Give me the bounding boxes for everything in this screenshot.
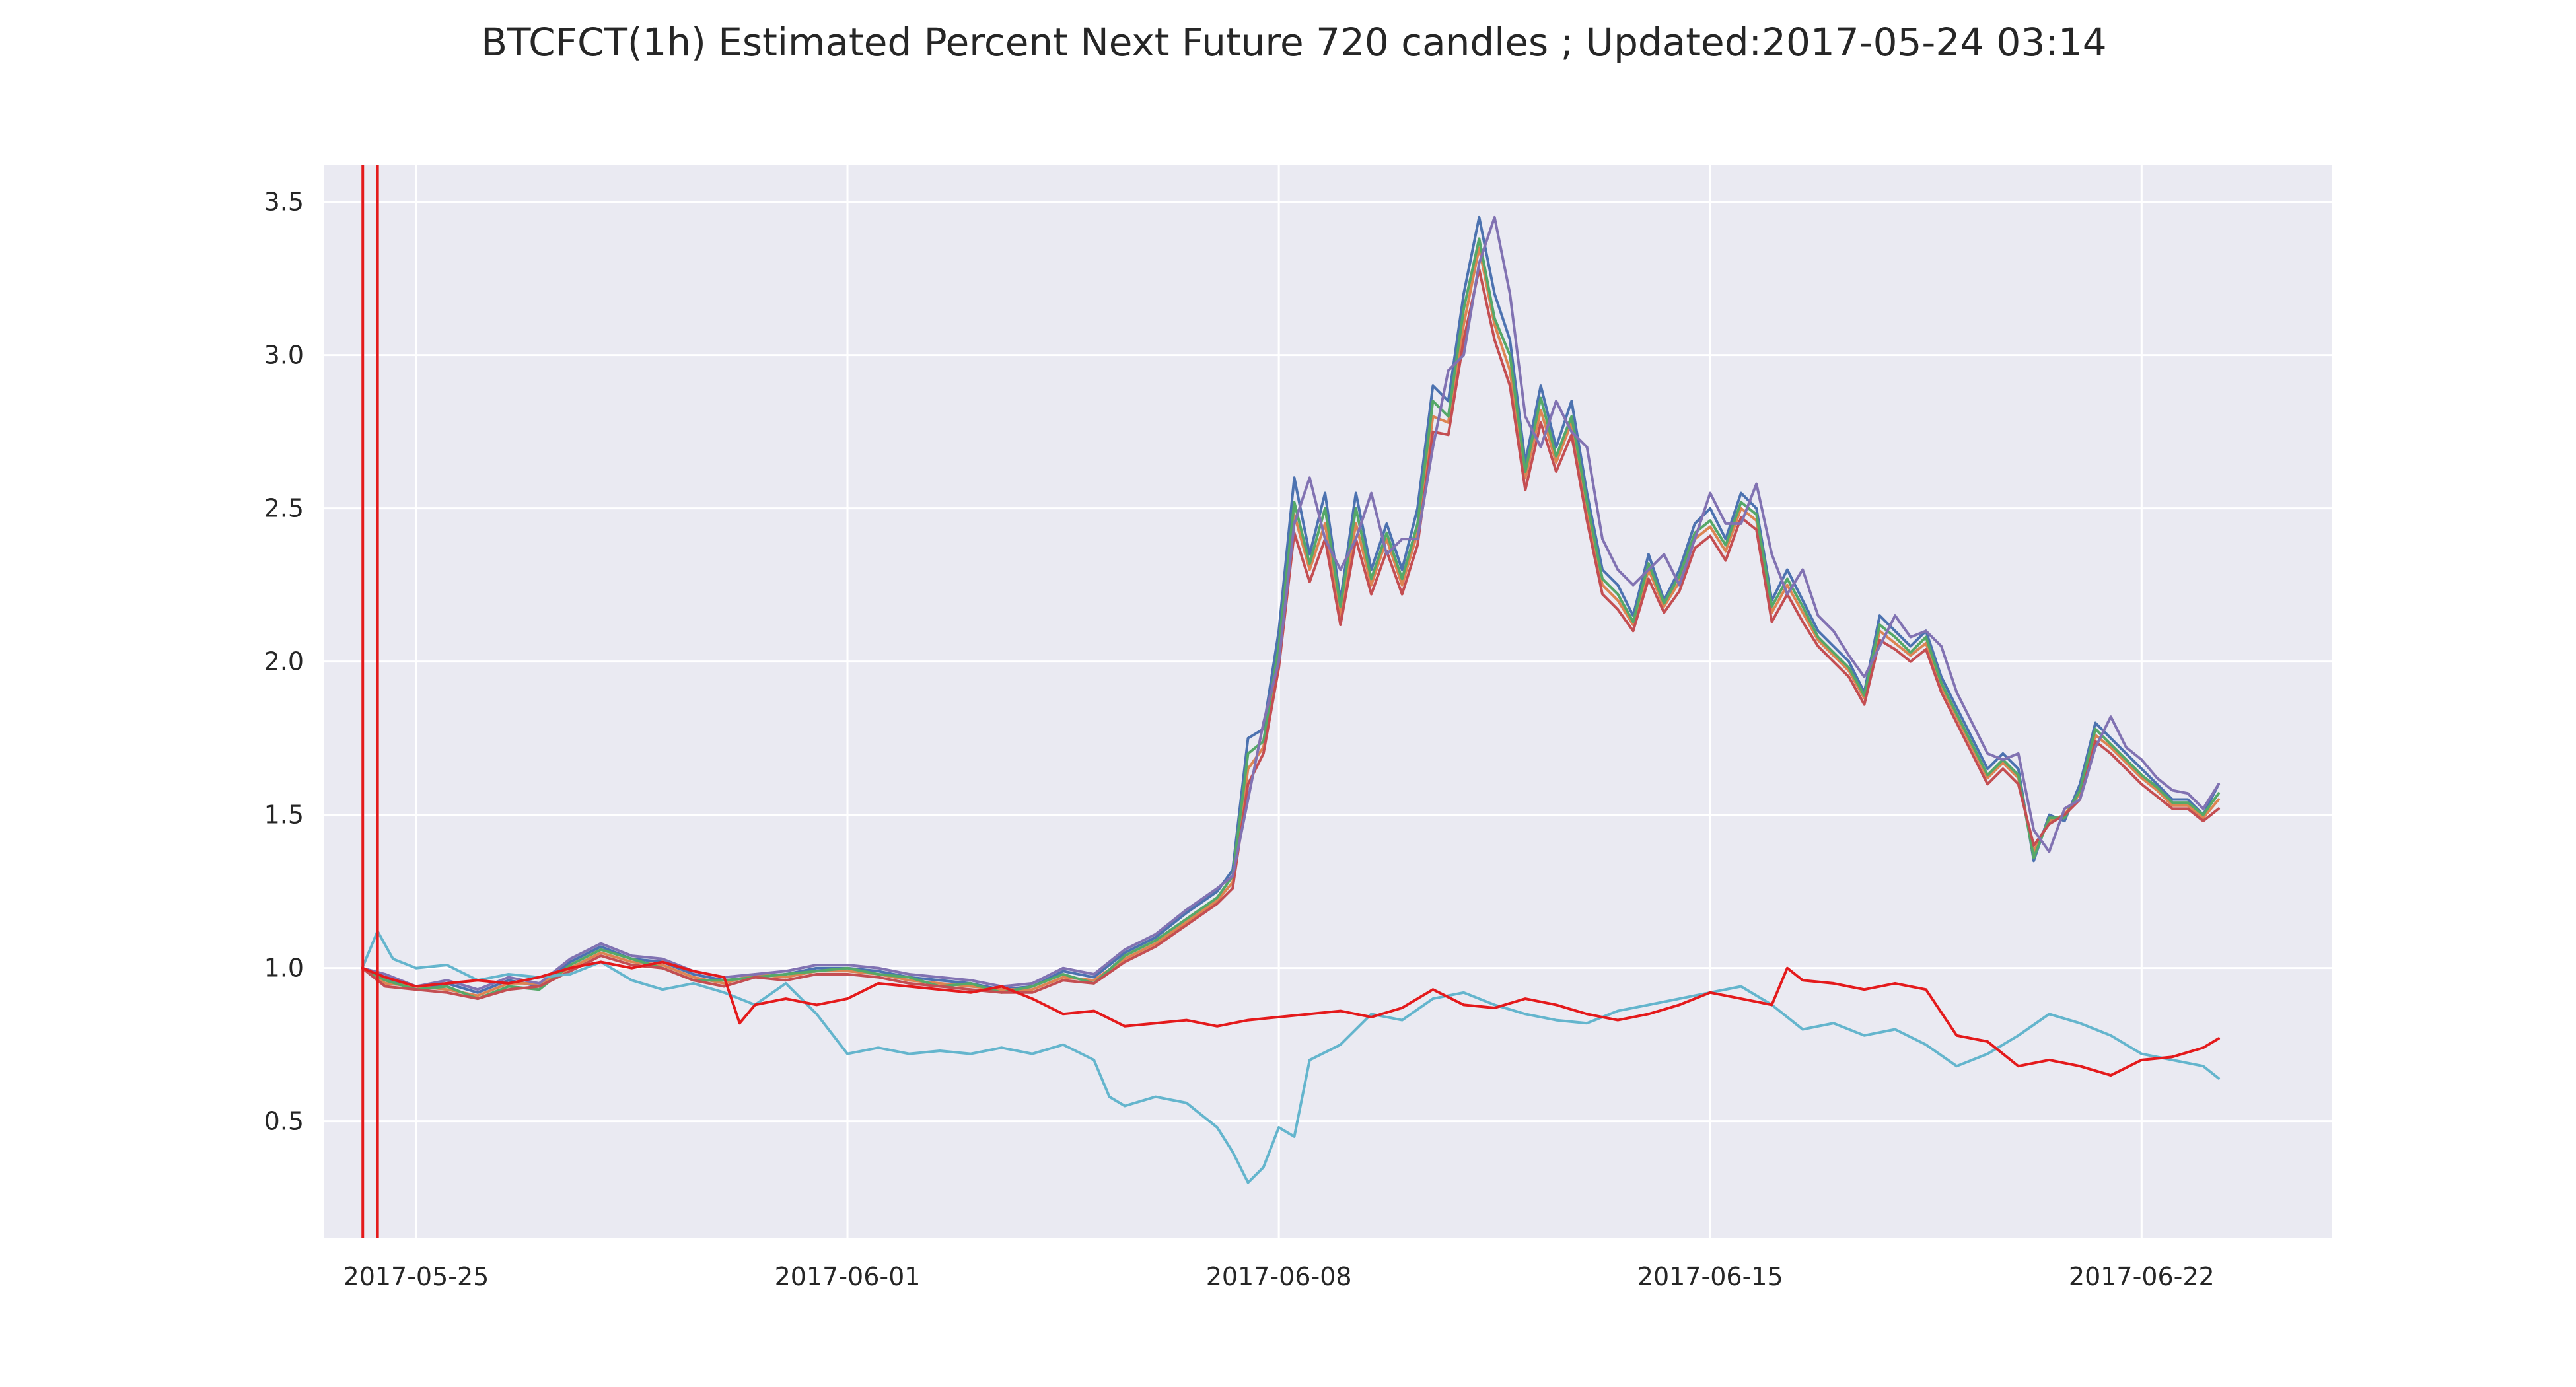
plot-area: [324, 165, 2332, 1238]
series-line-7: [361, 960, 2220, 1077]
y-axis-ticks: 0.5 1.0 1.5 2.0 2.5 3.0 3.5: [264, 188, 304, 1136]
grid-lines: [324, 165, 2332, 1238]
y-tick-label: 2.0: [264, 647, 304, 676]
x-tick-label: 2017-06-22: [2069, 1262, 2215, 1291]
y-tick-label: 3.5: [264, 188, 304, 217]
x-tick-label: 2017-06-01: [775, 1262, 921, 1291]
x-tick-label: 2017-06-15: [1637, 1262, 1783, 1291]
series-line-1: [361, 215, 2220, 994]
x-axis-ticks: 2017-05-25 2017-06-01 2017-06-08 2017-06-15…: [343, 1262, 2215, 1291]
y-tick-label: 2.5: [264, 494, 304, 523]
y-tick-label: 1.0: [264, 954, 304, 983]
x-tick-label: 2017-06-08: [1206, 1262, 1352, 1291]
series-lines: [361, 215, 2220, 1184]
series-line-5: [361, 215, 2220, 991]
vertical-markers: [361, 165, 379, 1238]
series-line-4: [361, 267, 2220, 1001]
y-tick-label: 1.5: [264, 800, 304, 830]
x-tick-label: 2017-05-25: [343, 1262, 489, 1291]
chart-title: BTCFCT(1h) Estimated Percent Next Future…: [481, 20, 2106, 65]
series-line-3: [361, 237, 2220, 1001]
y-tick-label: 3.0: [264, 341, 304, 370]
y-tick-label: 0.5: [264, 1107, 304, 1136]
series-line-2: [361, 246, 2220, 997]
series-line-6: [361, 930, 2220, 1184]
